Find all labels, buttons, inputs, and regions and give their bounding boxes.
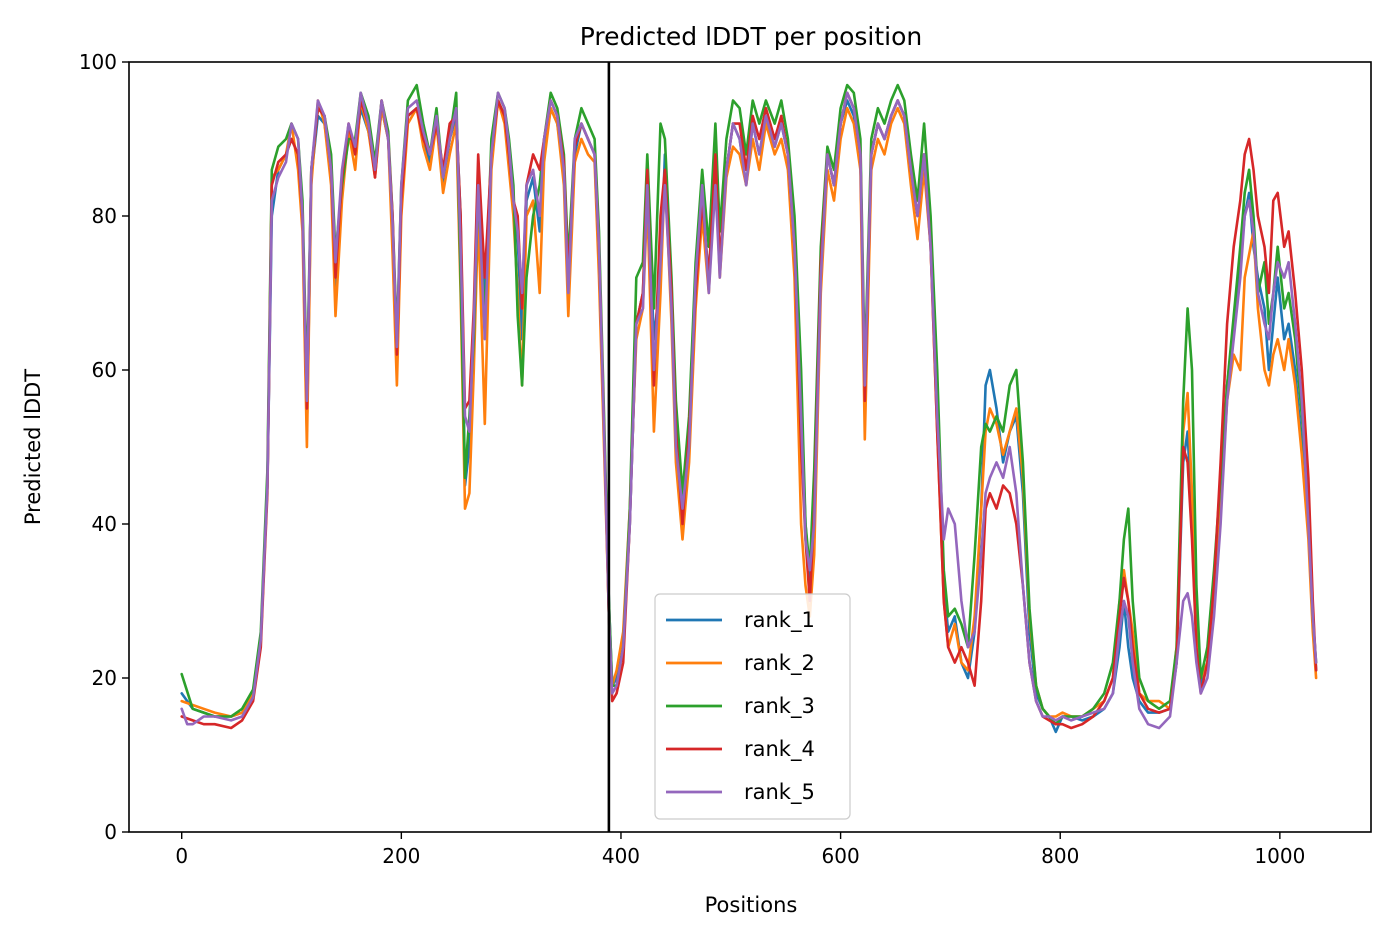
x-tick-label: 200 — [382, 844, 420, 868]
x-tick-label: 800 — [1041, 844, 1079, 868]
y-tick-label: 60 — [92, 358, 117, 382]
y-tick-label: 0 — [104, 820, 117, 844]
x-axis-label: Positions — [705, 893, 798, 917]
series-line-rank-5 — [180, 91, 1318, 730]
series-line-rank-4 — [180, 91, 1318, 730]
legend-label-rank-2: rank_2 — [744, 651, 815, 676]
y-axis-label: Predicted lDDT — [21, 369, 45, 525]
legend-label-rank-4: rank_4 — [744, 737, 815, 762]
y-tick-label: 40 — [92, 512, 117, 536]
legend-label-rank-3: rank_3 — [744, 694, 815, 719]
chart-title: Predicted lDDT per position — [580, 22, 922, 51]
series-layer — [180, 83, 1318, 734]
legend: rank_1 rank_2 rank_3 rank_4 rank_5 — [654, 593, 851, 820]
y-tick-label: 100 — [79, 50, 117, 74]
y-tick-label: 20 — [92, 666, 117, 690]
legend-label-rank-5: rank_5 — [744, 780, 815, 805]
plot-frame — [128, 61, 1372, 833]
y-axis-ticks: 0 20 40 60 80 100 — [79, 50, 129, 844]
x-tick-label: 0 — [175, 844, 188, 868]
y-tick-label: 80 — [92, 204, 117, 228]
x-tick-label: 1000 — [1254, 844, 1305, 868]
legend-box — [654, 593, 851, 820]
legend-label-rank-1: rank_1 — [744, 608, 815, 633]
x-axis-ticks: 0 200 400 600 800 1000 — [175, 832, 1305, 868]
x-tick-label: 400 — [602, 844, 640, 868]
x-tick-label: 600 — [822, 844, 860, 868]
